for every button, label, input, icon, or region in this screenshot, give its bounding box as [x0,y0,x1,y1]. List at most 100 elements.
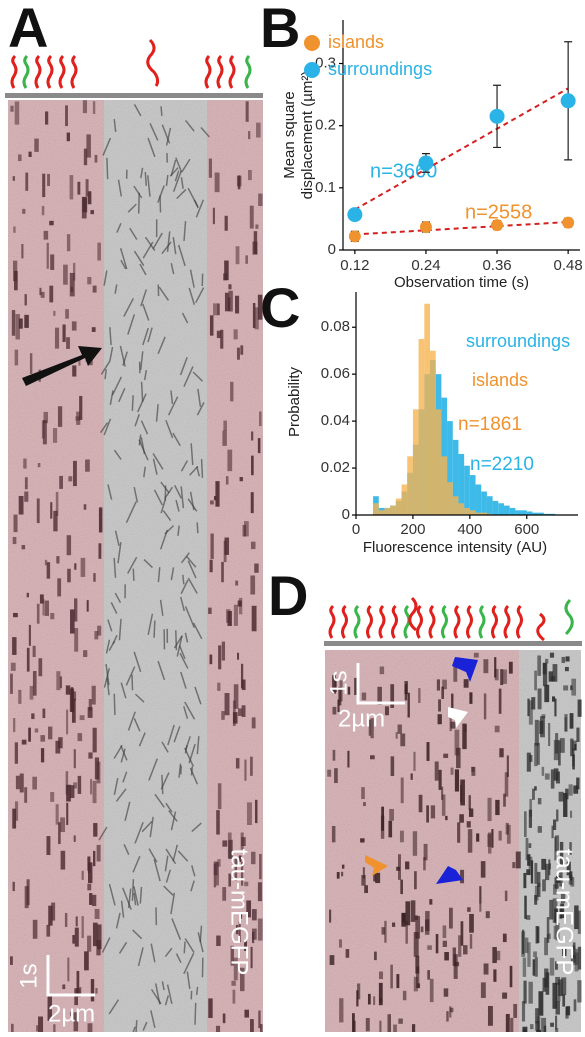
texture [218,783,222,809]
texture [525,938,529,953]
texture [544,1026,546,1032]
texture [60,676,62,688]
tau [330,606,334,638]
texture [259,854,262,879]
texture [469,692,472,704]
texture [256,123,261,138]
protein-label: tau-mEGFP [226,849,253,976]
texture [77,182,80,195]
scale-time: 1s [15,963,42,988]
bar [464,508,470,515]
texture [95,988,97,994]
texture [258,882,262,901]
microtubule [324,641,582,646]
texture [449,908,453,929]
point [349,230,361,242]
texture [93,823,97,837]
texture [13,882,15,891]
texture [250,757,253,776]
texture [210,534,213,559]
legend-marker [304,62,320,78]
texture [401,778,404,804]
texture [67,569,71,583]
texture [484,963,489,974]
texture [412,1024,415,1032]
texture [327,770,331,777]
texture [46,836,50,855]
texture [32,777,37,790]
texture [483,659,488,673]
texture [451,768,454,775]
tau [206,56,210,88]
texture [18,690,21,704]
texture [97,243,101,261]
texture [381,807,384,831]
texture [222,840,227,846]
texture [215,173,220,193]
texture [414,932,419,957]
texture [50,613,54,619]
texture [512,862,515,868]
texture [95,909,100,919]
texture [565,667,569,671]
texture [68,476,72,481]
texture [571,679,576,696]
tau [493,606,497,638]
texture [374,952,377,961]
texture [13,537,17,544]
texture [25,173,28,191]
y-axis-label: displacement (µm²) [299,71,316,200]
texture [450,722,455,729]
texture [208,608,211,614]
texture [49,221,53,225]
texture [22,740,27,745]
texture [93,851,95,866]
texture [364,885,368,893]
texture [209,159,212,178]
texture [92,327,96,332]
texture [136,1020,137,1032]
texture [210,655,213,665]
texture [225,538,230,555]
texture [553,820,556,830]
texture [24,787,27,803]
texture [162,775,163,794]
texture [523,958,526,977]
annotation: n=1861 [458,414,522,435]
texture [542,767,544,776]
texture [13,176,15,181]
texture [228,291,232,312]
texture [385,706,389,715]
texture [183,575,184,584]
texture [234,605,238,626]
texture [392,923,395,927]
texture [58,822,61,844]
bar [373,503,379,515]
y-tick-label: 0 [328,241,336,258]
texture [63,265,68,285]
texture [241,664,243,688]
texture [570,713,574,729]
texture [250,1019,254,1032]
texture [411,773,413,779]
texture [414,977,418,992]
texture [240,477,243,481]
texture [19,496,24,515]
texture [522,1001,525,1021]
x-tick-label: 0.36 [482,257,511,274]
texture [535,720,539,746]
tau [36,56,40,88]
bar [470,510,476,515]
texture [93,728,97,753]
texture [402,913,405,922]
texture [224,261,229,281]
texture [534,895,537,905]
texture [33,646,36,657]
texture [72,935,75,944]
x-axis-label: Observation time (s) [394,274,529,291]
legend-label: islands [328,32,384,52]
texture [218,645,221,669]
texture [27,648,30,672]
texture [427,970,430,980]
tau [343,606,347,638]
